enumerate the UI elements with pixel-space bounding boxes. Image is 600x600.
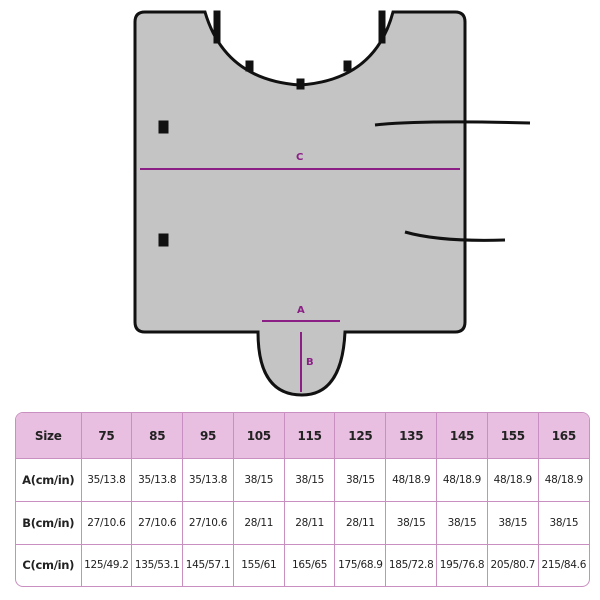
- table-cell: 38/15: [436, 500, 488, 545]
- straps: [158, 10, 531, 247]
- table-cell: 38/15: [385, 500, 438, 545]
- table-cell: 38/15: [232, 458, 285, 502]
- table-cell: 27/10.6: [80, 500, 133, 545]
- header-row: Size 75 85 95 105 115 125 135 145 155 165: [16, 413, 589, 459]
- measure-lines: [140, 168, 460, 392]
- header-cell: 155: [486, 413, 539, 459]
- header-cell: 125: [334, 413, 387, 459]
- table-cell: 27/10.6: [182, 500, 234, 545]
- table-cell: 185/72.8: [385, 543, 438, 586]
- row-header: A(cm/in): [16, 458, 82, 502]
- table-cell: 35/13.8: [131, 458, 184, 502]
- table-cell: 175/68.9: [334, 543, 387, 586]
- table-cell: 165/65: [283, 543, 336, 586]
- blanket-diagram: C A B: [133, 10, 531, 397]
- row-header: C(cm/in): [16, 543, 82, 586]
- table-row: C(cm/in) 125/49.2 135/53.1 145/57.1 155/61 16…: [16, 543, 589, 586]
- header-cell: 135: [385, 413, 438, 459]
- label-a: A: [297, 305, 305, 316]
- table-cell: 28/11: [283, 500, 336, 545]
- table-cell: 195/76.8: [436, 543, 488, 586]
- header-cell: Size: [16, 413, 82, 459]
- header-cell: 105: [232, 413, 285, 459]
- table-cell: 125/49.2: [80, 543, 133, 586]
- size-table: Size 75 85 95 105 115 125 135 145 155 165 A(cm/in) 3…: [15, 412, 590, 587]
- table-cell: 28/11: [334, 500, 387, 545]
- table-cell: 27/10.6: [131, 500, 184, 545]
- table-cell: 48/18.9: [385, 458, 438, 502]
- table-cell: 48/18.9: [537, 458, 589, 502]
- header-cell: 145: [436, 413, 488, 459]
- table-cell: 135/53.1: [131, 543, 184, 586]
- header-cell: 75: [80, 413, 133, 459]
- table-cell: 155/61: [232, 543, 285, 586]
- table-cell: 35/13.8: [182, 458, 234, 502]
- row-header: B(cm/in): [16, 500, 82, 545]
- header-cell: 165: [537, 413, 589, 459]
- header-cell: 95: [182, 413, 234, 459]
- label-b: B: [306, 357, 314, 368]
- table-cell: 38/15: [334, 458, 387, 502]
- table-cell: 38/15: [486, 500, 539, 545]
- table-cell: 48/18.9: [436, 458, 488, 502]
- table-row: A(cm/in) 35/13.8 35/13.8 35/13.8 38/15 38/15 3…: [16, 458, 589, 502]
- header-cell: 115: [283, 413, 336, 459]
- table-cell: 215/84.6: [537, 543, 589, 586]
- table-cell: 145/57.1: [182, 543, 234, 586]
- label-c: C: [296, 152, 303, 163]
- table-cell: 48/18.9: [486, 458, 539, 502]
- table-cell: 38/15: [537, 500, 589, 545]
- table-cell: 28/11: [232, 500, 285, 545]
- header-cell: 85: [131, 413, 184, 459]
- table-cell: 38/15: [283, 458, 336, 502]
- table-row: B(cm/in) 27/10.6 27/10.6 27/10.6 28/11 28/11 2…: [16, 500, 589, 545]
- table-cell: 35/13.8: [80, 458, 133, 502]
- table-cell: 205/80.7: [486, 543, 539, 586]
